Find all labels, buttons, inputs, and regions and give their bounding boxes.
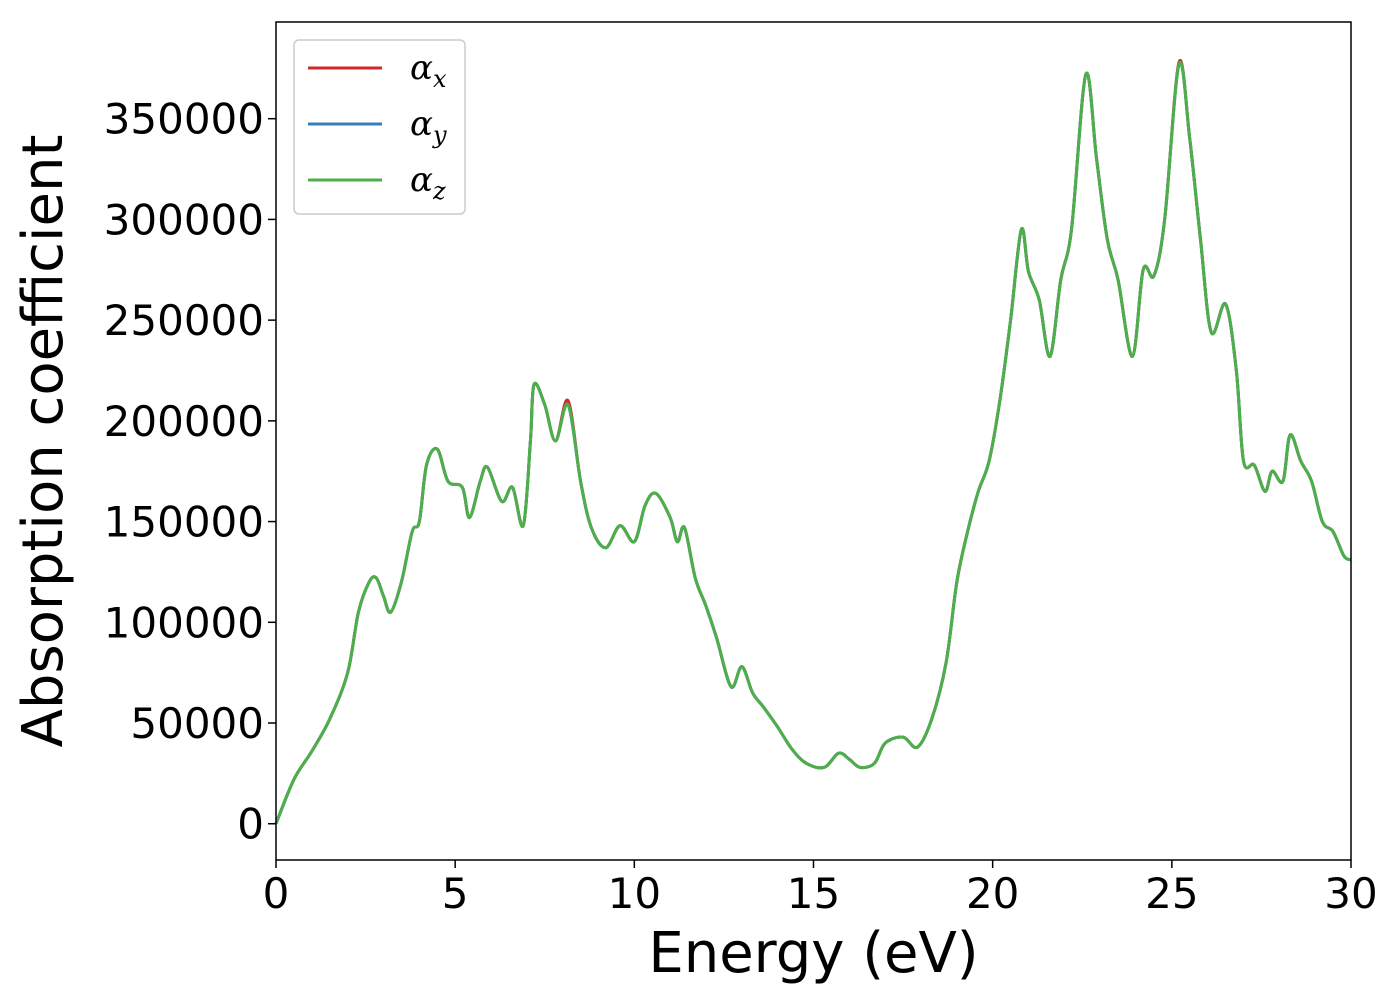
x-axis-label: Energy (eV) <box>648 921 978 986</box>
x-tick-label: 5 <box>442 869 469 918</box>
y-tick-label: 200000 <box>104 397 264 446</box>
x-tick-label: 20 <box>966 869 1019 918</box>
x-axis-ticks: 0 5 10 15 20 25 30 <box>263 860 1378 918</box>
x-tick-label: 10 <box>608 869 661 918</box>
x-tick-label: 15 <box>787 869 840 918</box>
y-tick-label: 0 <box>237 800 264 849</box>
y-tick-label: 250000 <box>104 296 264 345</box>
x-tick-label: 0 <box>263 869 290 918</box>
series-layer <box>274 58 1352 825</box>
x-tick-label: 25 <box>1145 869 1198 918</box>
series-line-alpha-z <box>274 60 1352 825</box>
y-tick-label: 150000 <box>104 498 264 547</box>
x-tick-label: 30 <box>1324 869 1377 918</box>
y-axis-ticks: 0 50000 100000 150000 200000 250000 300000 3500… <box>104 95 276 849</box>
y-tick-label: 50000 <box>130 699 264 748</box>
y-axis-label: Absorption coefficient <box>11 135 76 748</box>
y-tick-label: 350000 <box>104 95 264 144</box>
legend-box <box>293 39 466 215</box>
y-tick-label: 100000 <box>104 598 264 647</box>
y-tick-label: 300000 <box>104 195 264 244</box>
